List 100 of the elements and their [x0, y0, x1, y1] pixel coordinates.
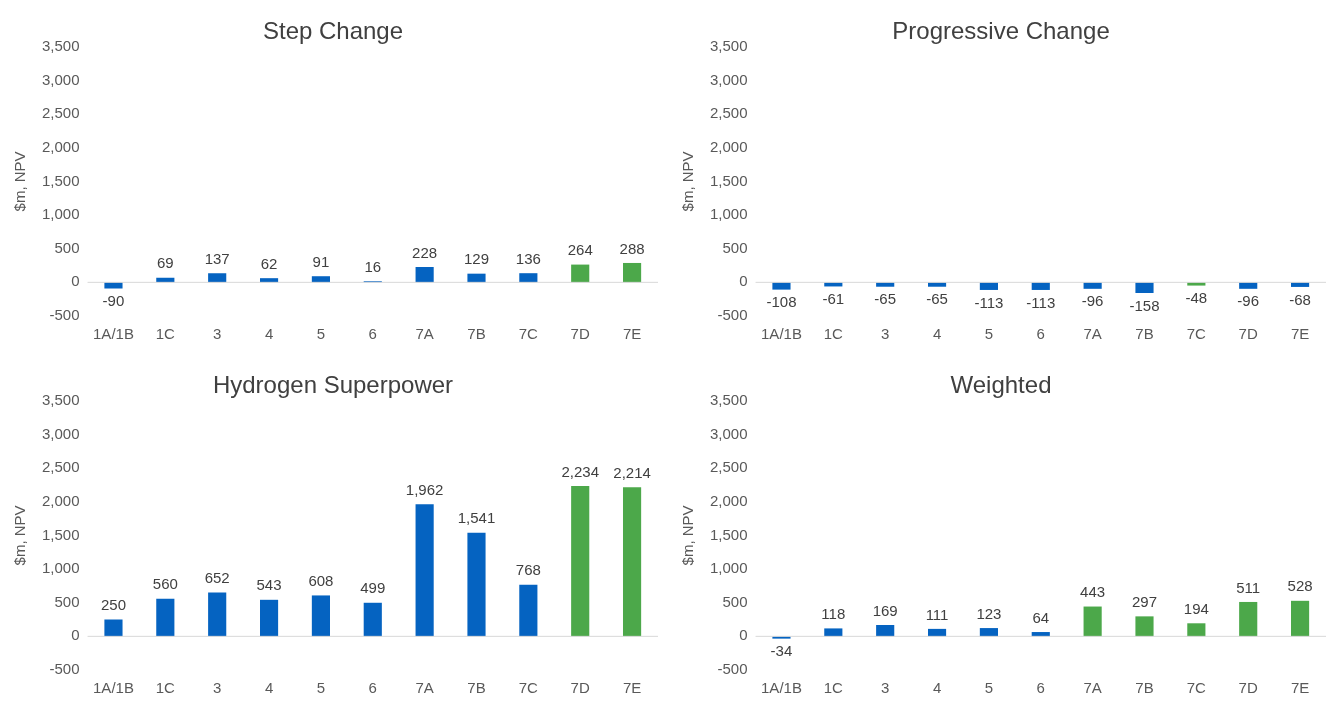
x-tick-label: 7D	[1238, 325, 1258, 343]
y-tick-label: 3,500	[41, 36, 80, 54]
y-tick-label: 2,500	[709, 104, 748, 122]
y-tick-label: 500	[722, 238, 748, 256]
x-tick-label: 4	[264, 679, 274, 697]
data-label: 62	[260, 254, 278, 272]
y-axis-title: $m, NPV	[11, 505, 29, 566]
y-tick-label: 1,500	[709, 525, 748, 543]
y-tick-label: 0	[71, 272, 80, 290]
data-label: 1,962	[405, 480, 444, 498]
y-tick-label: -500	[49, 306, 80, 324]
x-tick-label: 7D	[570, 325, 590, 343]
x-tick-label: 3	[881, 679, 890, 697]
x-tick-label: 7A	[415, 325, 434, 343]
data-label: -90	[102, 292, 125, 310]
y-tick-label: 2,000	[41, 137, 80, 155]
x-tick-label: 7B	[1135, 679, 1154, 697]
y-tick-label: 1,000	[41, 559, 80, 577]
data-label: 511	[1236, 578, 1261, 596]
x-tick-label: 7D	[1238, 679, 1258, 697]
data-label: 250	[100, 596, 126, 614]
y-axis-title: $m, NPV	[11, 151, 29, 212]
y-tick-label: 2,500	[41, 458, 80, 476]
data-label: 264	[567, 241, 593, 259]
x-tick-label: 7C	[518, 325, 539, 343]
x-tick-label: 1A/1B	[93, 325, 134, 343]
data-label: 1,541	[457, 509, 496, 527]
x-tick-label: 1A/1B	[761, 325, 802, 343]
y-tick-label: 0	[71, 626, 80, 644]
y-tick-label: 2,000	[709, 137, 748, 155]
chart-title: Step Change	[262, 17, 404, 45]
chart-title: Weighted	[950, 371, 1052, 399]
x-tick-label: 7D	[570, 679, 590, 697]
x-tick-label: 4	[264, 325, 274, 343]
x-tick-label: 7B	[1135, 325, 1154, 343]
x-tick-label: 7E	[622, 679, 642, 697]
y-tick-label: 3,000	[709, 70, 748, 88]
data-label: 560	[152, 575, 178, 593]
x-tick-label: 7E	[622, 325, 642, 343]
y-tick-label: -500	[49, 660, 80, 678]
y-tick-label: 2,500	[709, 458, 748, 476]
y-tick-label: 3,500	[709, 36, 748, 54]
y-tick-label: 0	[739, 626, 748, 644]
x-tick-label: 7E	[1290, 679, 1310, 697]
data-label: 137	[204, 249, 230, 267]
data-label: -113	[1026, 293, 1056, 311]
x-tick-label: 1C	[823, 325, 844, 343]
x-tick-label: 1C	[823, 679, 844, 697]
data-label: -158	[1129, 296, 1160, 314]
data-label: -34	[770, 642, 793, 660]
x-tick-label: 7E	[1290, 325, 1310, 343]
data-label: 2,214	[613, 463, 651, 481]
y-tick-label: 500	[54, 592, 80, 610]
x-tick-label: 1A/1B	[761, 679, 802, 697]
data-label: 499	[360, 579, 386, 597]
data-label: 228	[412, 243, 438, 261]
y-tick-label: -500	[717, 306, 748, 324]
x-tick-label: 1C	[155, 679, 176, 697]
data-label: 91	[312, 252, 330, 270]
chart-title: Progressive Change	[892, 17, 1110, 45]
y-tick-label: 2,000	[709, 491, 748, 509]
y-tick-label: 1,000	[41, 205, 80, 223]
x-tick-label: 6	[1036, 679, 1045, 697]
x-tick-label: 6	[368, 325, 377, 343]
data-label: -96	[1237, 292, 1260, 310]
chart-title: Hydrogen Superpower	[212, 371, 454, 399]
y-tick-label: 1,000	[709, 559, 748, 577]
x-tick-label: 3	[213, 679, 222, 697]
data-label: 2,234	[561, 462, 599, 480]
data-label: 194	[1183, 599, 1209, 617]
y-tick-label: 3,500	[709, 390, 748, 408]
x-tick-label: 1A/1B	[93, 679, 134, 697]
x-tick-label: 4	[932, 679, 942, 697]
x-tick-label: 7C	[1186, 325, 1207, 343]
data-label: -65	[926, 290, 948, 308]
x-tick-label: 7A	[415, 679, 434, 697]
data-label: 288	[619, 239, 645, 257]
data-label: -48	[1185, 289, 1208, 307]
data-label: -68	[1289, 290, 1311, 308]
x-tick-label: 7A	[1083, 679, 1102, 697]
data-label: 297	[1131, 593, 1157, 610]
data-label: 64	[1032, 608, 1050, 626]
data-label: -108	[766, 293, 797, 311]
y-tick-label: 2,000	[41, 491, 80, 509]
x-tick-label: 7C	[518, 679, 539, 697]
x-tick-label: 7B	[467, 325, 486, 343]
y-tick-label: 2,500	[41, 104, 80, 122]
y-tick-label: 500	[54, 238, 80, 256]
data-label: 118	[821, 605, 846, 623]
x-tick-label: 3	[213, 325, 222, 343]
y-axis-title: $m, NPV	[679, 505, 697, 566]
data-label: -96	[1081, 292, 1104, 310]
data-label: 123	[976, 604, 1002, 622]
x-tick-label: 7C	[1186, 679, 1207, 697]
y-tick-label: 1,500	[709, 171, 748, 189]
x-tick-label: 4	[932, 325, 942, 343]
data-label: 608	[308, 572, 334, 590]
data-label: -61	[822, 290, 845, 308]
data-label: 528	[1287, 577, 1313, 595]
x-tick-label: 5	[984, 679, 994, 697]
